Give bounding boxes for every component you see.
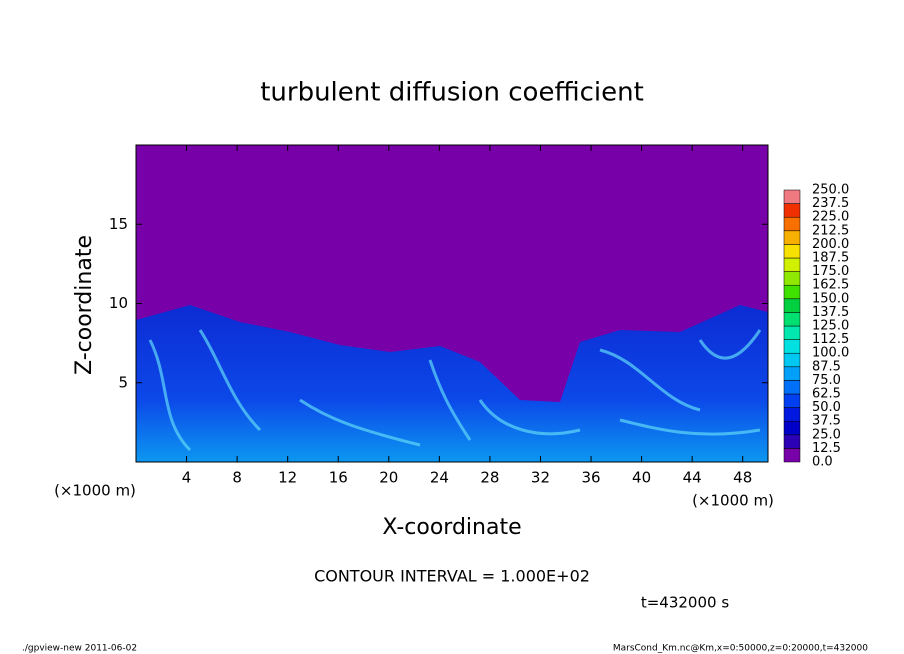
contour-interval: CONTOUR INTERVAL = 1.000E+02 <box>314 567 590 586</box>
x-tick-label: 8 <box>232 469 242 487</box>
chart-title: turbulent diffusion coefficient <box>260 78 644 108</box>
x-tick-label: 40 <box>632 469 651 487</box>
colorbar-box <box>783 284 801 300</box>
y-tick-label: 5 <box>118 373 128 391</box>
turbulent-streaks <box>148 329 762 452</box>
colorbar-box <box>783 366 801 381</box>
time-label: t=432000 s <box>641 594 729 612</box>
footer-left: ./gpview-new 2011-06-02 <box>22 644 137 654</box>
colorbar-label: 162.5 <box>812 278 849 293</box>
colorbar-label: 150.0 <box>812 291 849 306</box>
x-tick-label: 24 <box>430 469 449 487</box>
colorbar-box <box>783 203 801 218</box>
y-tick-label: 15 <box>109 215 128 233</box>
colorbar-label: 212.5 <box>812 223 849 238</box>
colorbar-box <box>783 420 801 436</box>
colorbar-label: 100.0 <box>812 346 849 361</box>
y-tick-label: 10 <box>109 294 128 312</box>
x-tick-label: 20 <box>379 469 398 487</box>
colorbar-box <box>783 325 801 340</box>
colorbar-label: 0.0 <box>812 455 833 470</box>
colorbar-label: 225.0 <box>812 210 849 225</box>
colorbar-box <box>783 448 801 463</box>
x-tick-label: 44 <box>683 469 702 487</box>
colorbar-box <box>783 271 801 286</box>
colorbar-box <box>783 244 801 259</box>
colorbar-label: 50.0 <box>812 400 841 415</box>
colorbar-label: 125.0 <box>812 319 849 334</box>
colorbar-label: 112.5 <box>812 332 849 347</box>
x-tick-label: 32 <box>531 469 550 487</box>
colorbar-label: 25.0 <box>812 427 841 442</box>
colorbar-box <box>783 216 801 232</box>
colorbar-label: 12.5 <box>812 441 841 456</box>
x-tick-label: 48 <box>733 469 752 487</box>
colorbar-box <box>783 393 801 408</box>
colorbar-box <box>783 312 801 327</box>
colorbar-label: 200.0 <box>812 237 849 252</box>
colorbar-label: 87.5 <box>812 359 841 374</box>
colorbar-box <box>783 230 801 245</box>
colorbar-label: 137.5 <box>812 305 849 320</box>
x-axis-label: X-coordinate <box>382 515 521 540</box>
x-tick-label: 16 <box>329 469 348 487</box>
footer-right: MarsCond_Km.nc@Km,x=0:50000,z=0:20000,t=… <box>613 644 868 654</box>
colorbar-box <box>783 257 801 272</box>
x-tick-label: 36 <box>581 469 600 487</box>
colorbar-label: 75.0 <box>812 373 841 388</box>
x-tick-label: 28 <box>480 469 499 487</box>
colorbar-label: 62.5 <box>812 387 841 402</box>
colorbar-label: 37.5 <box>812 414 841 429</box>
colorbar-label: 250.0 <box>812 183 849 198</box>
turbulent-layer <box>136 305 768 462</box>
colorbar-label: 175.0 <box>812 264 849 279</box>
y-unit: (×1000 m) <box>54 482 136 500</box>
y-axis-label: Z-coordinate <box>72 235 97 375</box>
colorbar-box <box>783 380 801 395</box>
colorbar-box <box>783 352 801 368</box>
colorbar-box <box>783 339 801 354</box>
colorbar-box <box>783 189 801 204</box>
x-tick-label: 4 <box>182 469 192 487</box>
colorbar-box <box>783 298 801 313</box>
colorbar-label: 237.5 <box>812 196 849 211</box>
colorbar-box <box>783 407 801 422</box>
colorbar-box <box>783 434 801 449</box>
x-unit: (×1000 m) <box>692 492 774 510</box>
x-tick-label: 12 <box>278 469 297 487</box>
colorbar-label: 187.5 <box>812 251 849 266</box>
field <box>135 144 769 463</box>
